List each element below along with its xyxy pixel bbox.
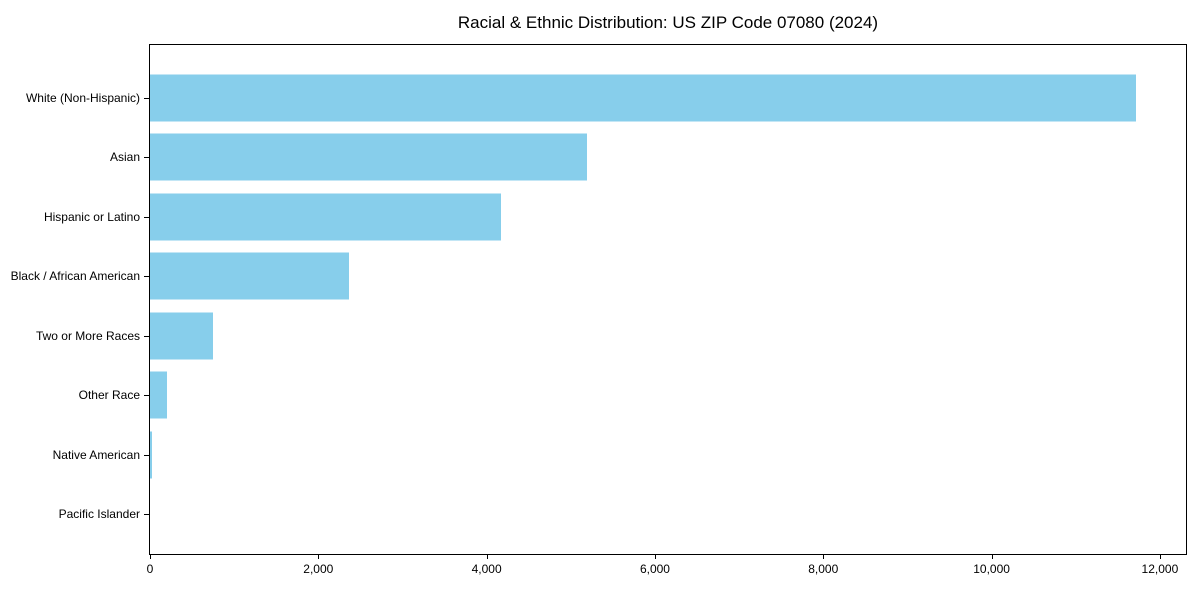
y-tick-mark — [144, 276, 149, 278]
y-tick-mark — [144, 395, 149, 397]
bar-row: Asian — [110, 128, 1186, 188]
bar — [150, 371, 167, 419]
bar — [150, 133, 587, 181]
x-tick-label: 12,000 — [1141, 562, 1179, 576]
plot-area: White (Non-Hispanic) Asian Hispanic or Lat… — [11, 44, 1187, 576]
x-tick-label: 10,000 — [973, 562, 1010, 576]
x-tick-label: 6,000 — [639, 562, 670, 576]
bar — [150, 193, 501, 241]
x-tick-mark — [486, 555, 488, 559]
x-tick-mark — [991, 555, 993, 559]
y-tick-label: Other Race — [78, 388, 140, 403]
y-tick-mark — [144, 97, 149, 99]
bar — [150, 252, 350, 300]
bar-row: Pacific Islander — [59, 485, 1186, 545]
x-tick-label: 0 — [146, 562, 154, 576]
x-tick-mark — [654, 555, 656, 559]
y-tick-label: Two or More Races — [35, 328, 140, 343]
y-tick-label: Pacific Islander — [58, 507, 140, 522]
bar-row: Black / African American — [11, 247, 1186, 307]
y-tick-mark — [144, 157, 149, 159]
bar-row: Other Race — [79, 366, 1186, 426]
x-tick-mark — [150, 555, 151, 559]
y-tick-label: Asian — [109, 150, 140, 165]
bar-row: White (Non-Hispanic) — [26, 68, 1186, 128]
y-tick-mark — [144, 514, 149, 516]
x-tick-label: 2,000 — [303, 562, 334, 576]
x-tick-label: 4,000 — [471, 562, 502, 576]
y-tick-label: Hispanic or Latino — [43, 209, 140, 224]
y-tick-mark — [144, 454, 149, 456]
y-tick-mark — [144, 216, 149, 218]
y-tick-mark — [144, 335, 149, 337]
y-tick-label: Native American — [52, 447, 140, 462]
y-tick-label: White (Non-Hispanic) — [25, 90, 140, 105]
x-tick-mark — [1159, 555, 1161, 559]
bar — [150, 431, 152, 479]
bar-rows: White (Non-Hispanic) Asian Hispanic or Lat… — [11, 45, 1186, 554]
chart-title: Racial & Ethnic Distribution: US ZIP Cod… — [457, 13, 879, 32]
x-tick-mark — [318, 555, 320, 559]
x-tick-mark — [823, 555, 825, 559]
x-axis: 0 2,000 4,000 6,000 8,000 10,000 12,000 — [146, 554, 1186, 584]
y-tick-label: Black / African American — [10, 269, 140, 284]
bar — [150, 312, 213, 360]
x-tick-label: 8,000 — [808, 562, 839, 576]
bar — [150, 74, 1137, 122]
bar-row: Two or More Races — [36, 306, 1186, 366]
bar-row: Hispanic or Latino — [44, 187, 1186, 247]
bar-row: Native American — [53, 425, 1186, 485]
